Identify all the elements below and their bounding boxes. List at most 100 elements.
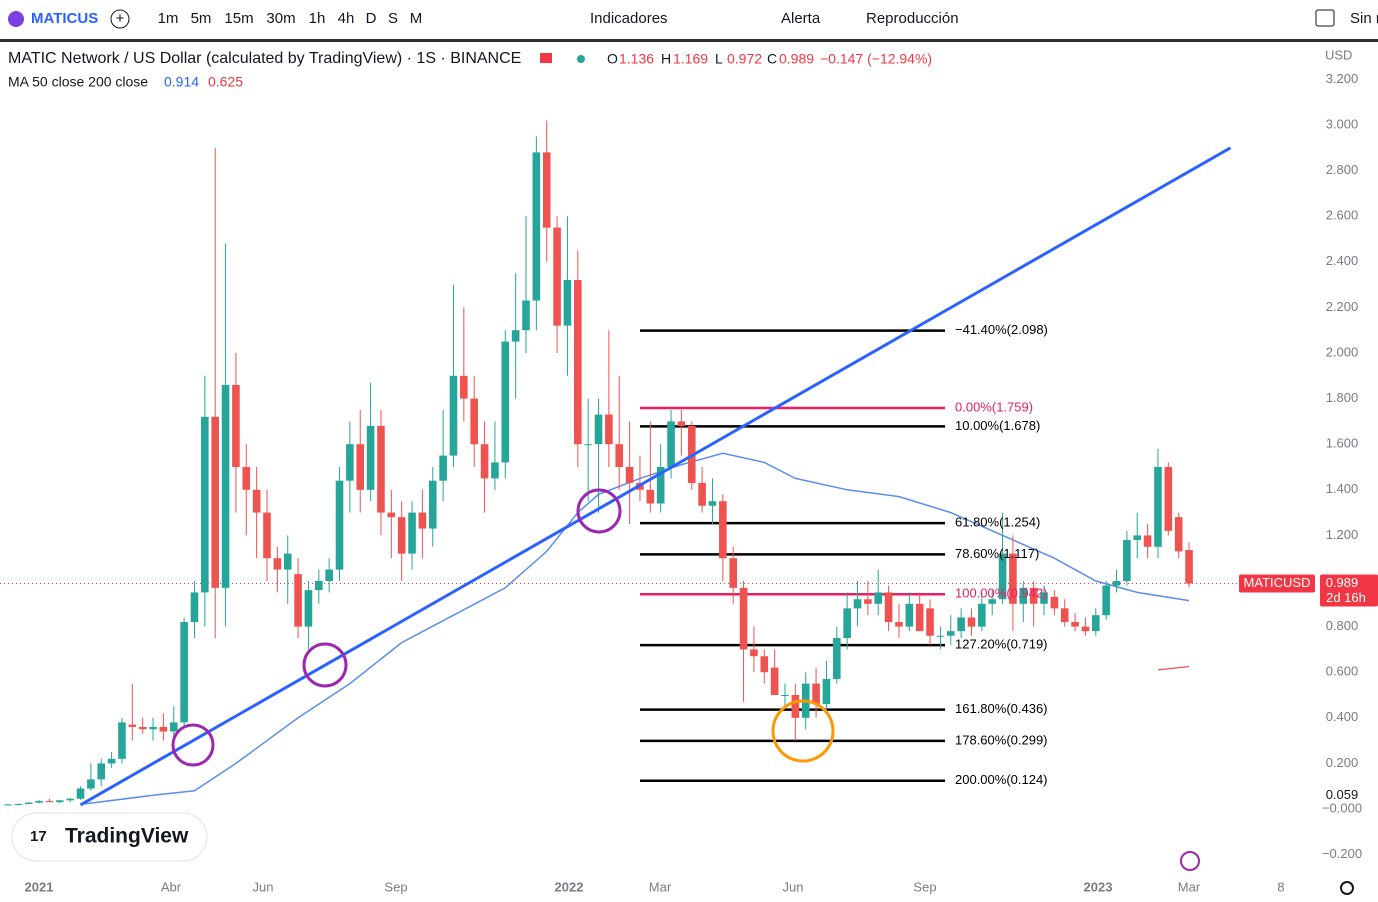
fib-label: 10.00%(1.678) — [955, 418, 1040, 433]
symbol[interactable]: MATICUS — [31, 10, 98, 27]
right-button[interactable]: Sin r — [1350, 10, 1378, 27]
candle-body — [729, 558, 737, 588]
candle-body — [1154, 467, 1162, 547]
x-tick-label: 2021 — [25, 879, 54, 894]
ma50-value: 0.914 — [164, 74, 199, 90]
event-icon[interactable] — [1180, 851, 1200, 871]
candle-body — [1164, 467, 1173, 531]
fib-label: 178.60%(0.299) — [955, 732, 1048, 747]
x-tick-label: Jun — [783, 879, 804, 894]
candle-body — [750, 649, 758, 657]
candle-body — [584, 444, 592, 446]
candle-body — [428, 480, 437, 529]
candle-body — [667, 421, 675, 467]
highlight-circle — [771, 699, 835, 763]
ohlc-value: 1.136 — [619, 51, 654, 67]
candle-body — [439, 455, 447, 481]
candle-body — [190, 592, 199, 623]
candle-body — [1185, 549, 1193, 584]
y-tick-label: 2.200 — [1326, 299, 1359, 314]
ohlc-value: 0.972 — [727, 51, 762, 67]
candle-body — [408, 512, 416, 554]
highlight-circle — [576, 488, 622, 534]
candle-body — [501, 341, 510, 463]
symbol-icon — [8, 11, 24, 27]
candle-body — [936, 635, 945, 637]
candle-body — [87, 779, 95, 789]
candle-body — [335, 480, 344, 570]
interval-button[interactable]: M — [410, 10, 423, 27]
candle-body — [1071, 622, 1079, 627]
candle-body — [926, 608, 934, 636]
candle-body — [366, 425, 375, 490]
candle-body — [97, 763, 106, 780]
candle-body — [35, 801, 43, 803]
ma-label: MA 50 close 200 close — [8, 74, 148, 90]
candle-body — [563, 280, 572, 326]
y-tick-label: 2.400 — [1326, 253, 1359, 268]
candle-body — [325, 569, 333, 581]
ohlc-label: L — [715, 51, 723, 67]
candle-body — [781, 695, 789, 696]
candle-body — [822, 679, 831, 705]
fib-label: 127.20%(0.719) — [955, 637, 1048, 652]
candle-body — [957, 617, 965, 632]
candle-body — [169, 722, 178, 732]
chart-title: MATIC Network / US Dollar (calculated by… — [8, 50, 521, 67]
candle-body — [915, 603, 924, 632]
interval-button[interactable]: D — [366, 10, 377, 27]
y-tick-label: 2.000 — [1326, 344, 1359, 359]
candle-body — [760, 656, 769, 673]
candle-body — [201, 416, 209, 593]
interval-button[interactable]: 1m — [158, 10, 179, 27]
candle-body — [1123, 539, 1131, 581]
layout-icon[interactable] — [1315, 9, 1335, 27]
candle-body — [874, 592, 883, 604]
candle-body — [480, 444, 489, 479]
candle-body — [553, 227, 561, 326]
candle-body — [1081, 626, 1090, 632]
candle-body — [864, 599, 872, 604]
interval-button[interactable]: 15m — [224, 10, 253, 27]
y-tick-label: 1.400 — [1326, 481, 1359, 496]
candle-body — [719, 501, 727, 559]
replay-button[interactable]: Reproducción — [866, 10, 959, 27]
interval-button[interactable]: 30m — [266, 10, 295, 27]
candle-body — [677, 421, 686, 426]
candle-body — [418, 512, 427, 529]
y-tick-label: 2.600 — [1326, 208, 1359, 223]
candle-body — [1092, 615, 1100, 632]
candle-body — [263, 512, 271, 559]
candle-body — [542, 152, 551, 228]
alert-button[interactable]: Alerta — [781, 10, 821, 27]
fib-label: 100.00%(0.942) — [955, 586, 1048, 601]
y-tick-label: 1.600 — [1326, 436, 1359, 451]
candle-body — [698, 482, 706, 506]
candle-body — [853, 599, 862, 609]
candle-body — [470, 398, 478, 445]
ohlc-label: C — [767, 51, 777, 67]
add-symbol[interactable] — [110, 9, 130, 29]
interval-button[interactable]: 5m — [191, 10, 212, 27]
x-tick-label: 2023 — [1084, 879, 1113, 894]
interval-button[interactable]: 1h — [309, 10, 326, 27]
candle-body — [1112, 581, 1121, 586]
candle-body — [149, 726, 157, 730]
candle-body — [4, 804, 12, 806]
interval-button[interactable]: 4h — [338, 10, 355, 27]
settings-icon[interactable] — [1340, 881, 1354, 895]
indicators-button[interactable]: Indicadores — [590, 10, 668, 27]
candle-body — [304, 590, 313, 627]
candle-body — [211, 416, 219, 588]
candle-body — [283, 553, 292, 570]
fib-label: 161.80%(0.436) — [955, 701, 1048, 716]
candle-body — [1009, 553, 1017, 604]
y-tick-label: 1.800 — [1326, 390, 1359, 405]
candle-body — [1019, 587, 1028, 604]
candle-body — [646, 489, 655, 504]
interval-button[interactable]: S — [388, 10, 398, 27]
candle-body — [273, 558, 282, 570]
candle-body — [449, 375, 458, 456]
